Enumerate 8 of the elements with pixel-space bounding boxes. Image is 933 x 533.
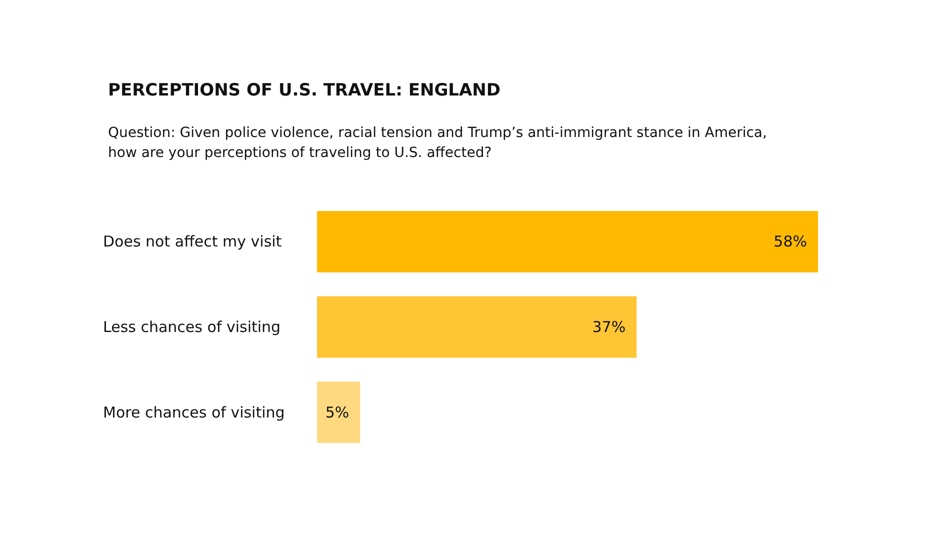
chart-subtitle: Question: Given police violence, racial tension and Trump’s anti-immigrant stance in America, how are your perceptions of traveling to U.S. affected?	[108, 125, 772, 161]
y-tick-label: Less chances of visiting	[103, 318, 281, 336]
data-label: 37%	[592, 318, 626, 336]
data-label: 5%	[325, 403, 350, 422]
data-label: 58%	[774, 232, 807, 251]
y-tick-label: More chances of visiting	[103, 403, 285, 422]
y-tick-label: Does not affect my visit	[103, 232, 282, 251]
chart-title: PERCEPTIONS OF U.S. TRAVEL: ENGLAND	[108, 80, 500, 100]
